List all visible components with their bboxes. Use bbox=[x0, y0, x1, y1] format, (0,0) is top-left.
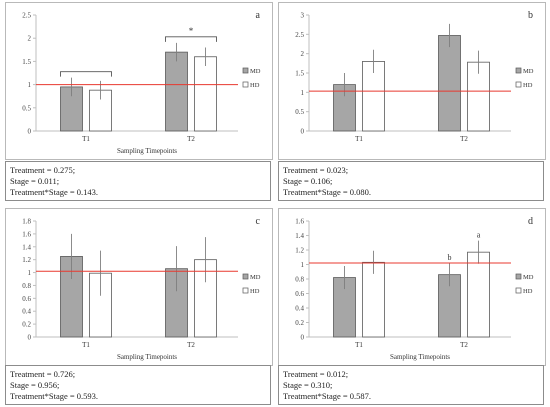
y-tick-label: 0.8 bbox=[295, 276, 304, 284]
y-tick-label: 0.5 bbox=[22, 104, 31, 112]
y-tick-label: 0 bbox=[301, 128, 305, 136]
y-tick-label: 0.4 bbox=[295, 305, 304, 313]
bar-hd-t2 bbox=[194, 56, 217, 132]
stats-box-b: Treatment = 0.023; Stage = 0.106; Treatm… bbox=[278, 161, 544, 201]
legend-swatch bbox=[242, 81, 249, 88]
y-tick-label: 3 bbox=[301, 12, 305, 20]
legend-swatch bbox=[242, 273, 249, 280]
y-tick-label: 0.6 bbox=[22, 295, 31, 303]
legend-label: MD bbox=[250, 274, 261, 281]
y-tick-label: 0.5 bbox=[295, 108, 304, 116]
chart-panel-b: 0 0.5 1 1.5 2 2.5 3 T1 T2 b MD HD bbox=[278, 2, 546, 160]
x-tick-label: T2 bbox=[460, 341, 468, 349]
stat-interaction: Treatment*Stage = 0.587. bbox=[283, 391, 372, 401]
panel-label: b bbox=[528, 10, 533, 21]
y-tick-label: 0 bbox=[28, 334, 32, 342]
y-tick-label: 0.2 bbox=[22, 321, 31, 329]
x-tick-label: T2 bbox=[187, 341, 195, 349]
stats-box-c: Treatment = 0.726; Stage = 0.956; Treatm… bbox=[5, 365, 271, 405]
y-tick-label: 0.6 bbox=[295, 290, 304, 298]
legend-swatch bbox=[242, 287, 249, 294]
legend-label: HD bbox=[250, 82, 260, 89]
x-tick-label: T1 bbox=[82, 341, 90, 349]
stat-interaction: Treatment*Stage = 0.080. bbox=[283, 187, 372, 197]
bar-md-t2 bbox=[165, 51, 188, 132]
bar-md-t2 bbox=[438, 35, 461, 132]
significance-bracket bbox=[60, 71, 112, 77]
y-tick-label: 0.2 bbox=[295, 319, 304, 327]
stat-stage: Stage = 0.106; bbox=[283, 176, 333, 186]
legend-label: MD bbox=[250, 68, 261, 75]
x-tick-label: T1 bbox=[355, 341, 363, 349]
y-tick-label: 1 bbox=[28, 269, 32, 277]
x-axis-title: Sampling Timepoints bbox=[390, 353, 450, 361]
bar-annotation: a bbox=[477, 231, 481, 240]
legend-swatch bbox=[515, 273, 522, 280]
y-tick-label: 1.6 bbox=[295, 218, 304, 226]
x-axis-title: Sampling Timepoints bbox=[117, 353, 177, 361]
legend-swatch bbox=[515, 81, 522, 88]
stat-treatment: Treatment = 0.012; bbox=[283, 369, 349, 379]
stat-treatment: Treatment = 0.726; bbox=[10, 369, 76, 379]
chart-svg: 0 0.2 0.4 0.6 0.8 1 1.2 1.4 1.6 T1 T2 b a d MD HD Sampli… bbox=[295, 216, 534, 361]
y-tick-label: 1.4 bbox=[295, 232, 304, 240]
panel-label: a bbox=[256, 10, 261, 21]
chart-panel-a: 0 0.5 1 1.5 2 2.5 T1 T2 * a MD HD Sampling Timepoint… bbox=[5, 2, 273, 160]
panel-label: d bbox=[528, 216, 533, 227]
legend-label: HD bbox=[250, 288, 260, 295]
chart-svg: 0 0.5 1 1.5 2 2.5 3 T1 T2 b MD HD bbox=[295, 10, 534, 143]
significance-bracket bbox=[165, 36, 217, 42]
legend-label: MD bbox=[523, 68, 534, 75]
x-tick-label: T1 bbox=[355, 135, 363, 143]
significance-marker: * bbox=[189, 26, 194, 36]
y-tick-label: 1.8 bbox=[22, 218, 31, 226]
y-tick-label: 1.2 bbox=[22, 256, 31, 264]
stat-treatment: Treatment = 0.275; bbox=[10, 165, 76, 175]
chart-svg: 0 0.2 0.4 0.6 0.8 1 1.2 1.4 1.6 1.8 T1 T2 c MD HD Sampl… bbox=[22, 216, 261, 361]
stat-stage: Stage = 0.956; bbox=[10, 380, 60, 390]
y-tick-label: 0 bbox=[301, 334, 305, 342]
y-tick-label: 0 bbox=[28, 128, 32, 136]
y-tick-label: 1.4 bbox=[22, 243, 31, 251]
stat-stage: Stage = 0.310; bbox=[283, 380, 333, 390]
y-tick-label: 1.5 bbox=[295, 70, 304, 78]
legend-swatch bbox=[515, 287, 522, 294]
chart-panel-c: 0 0.2 0.4 0.6 0.8 1 1.2 1.4 1.6 1.8 T1 T2 c MD HD Sampl… bbox=[5, 208, 273, 366]
legend-swatch bbox=[515, 67, 522, 74]
y-tick-label: 1 bbox=[28, 81, 32, 89]
stat-treatment: Treatment = 0.023; bbox=[283, 165, 349, 175]
y-tick-label: 2 bbox=[28, 35, 32, 43]
x-tick-label: T1 bbox=[82, 135, 90, 143]
bar-hd-t2 bbox=[467, 251, 490, 338]
chart-svg: 0 0.5 1 1.5 2 2.5 T1 T2 * a MD HD Sampling Timepoint… bbox=[22, 10, 261, 155]
y-tick-label: 2.5 bbox=[295, 31, 304, 39]
chart-panel-d: 0 0.2 0.4 0.6 0.8 1 1.2 1.4 1.6 T1 T2 b a d MD HD Sampli… bbox=[278, 208, 546, 366]
panel-label: c bbox=[256, 216, 261, 227]
legend-swatch bbox=[242, 67, 249, 74]
legend-label: MD bbox=[523, 274, 534, 281]
x-tick-label: T2 bbox=[460, 135, 468, 143]
stat-interaction: Treatment*Stage = 0.593. bbox=[10, 391, 99, 401]
y-tick-label: 1.6 bbox=[22, 230, 31, 238]
y-tick-label: 1.5 bbox=[22, 58, 31, 66]
x-tick-label: T2 bbox=[187, 135, 195, 143]
y-tick-label: 1 bbox=[301, 89, 305, 97]
y-tick-label: 2.5 bbox=[22, 12, 31, 20]
y-tick-label: 0.4 bbox=[22, 308, 31, 316]
stat-interaction: Treatment*Stage = 0.143. bbox=[10, 187, 99, 197]
stats-box-a: Treatment = 0.275; Stage = 0.011; Treatm… bbox=[5, 161, 271, 201]
stat-stage: Stage = 0.011; bbox=[10, 176, 60, 186]
y-tick-label: 1 bbox=[301, 261, 305, 269]
legend-label: HD bbox=[523, 288, 533, 295]
y-tick-label: 0.8 bbox=[22, 282, 31, 290]
x-axis-title: Sampling Timepoints bbox=[117, 147, 177, 155]
y-tick-label: 2 bbox=[301, 50, 305, 58]
stats-box-d: Treatment = 0.012; Stage = 0.310; Treatm… bbox=[278, 365, 544, 405]
legend-label: HD bbox=[523, 82, 533, 89]
y-tick-label: 1.2 bbox=[295, 247, 304, 255]
bar-annotation: b bbox=[448, 253, 452, 262]
